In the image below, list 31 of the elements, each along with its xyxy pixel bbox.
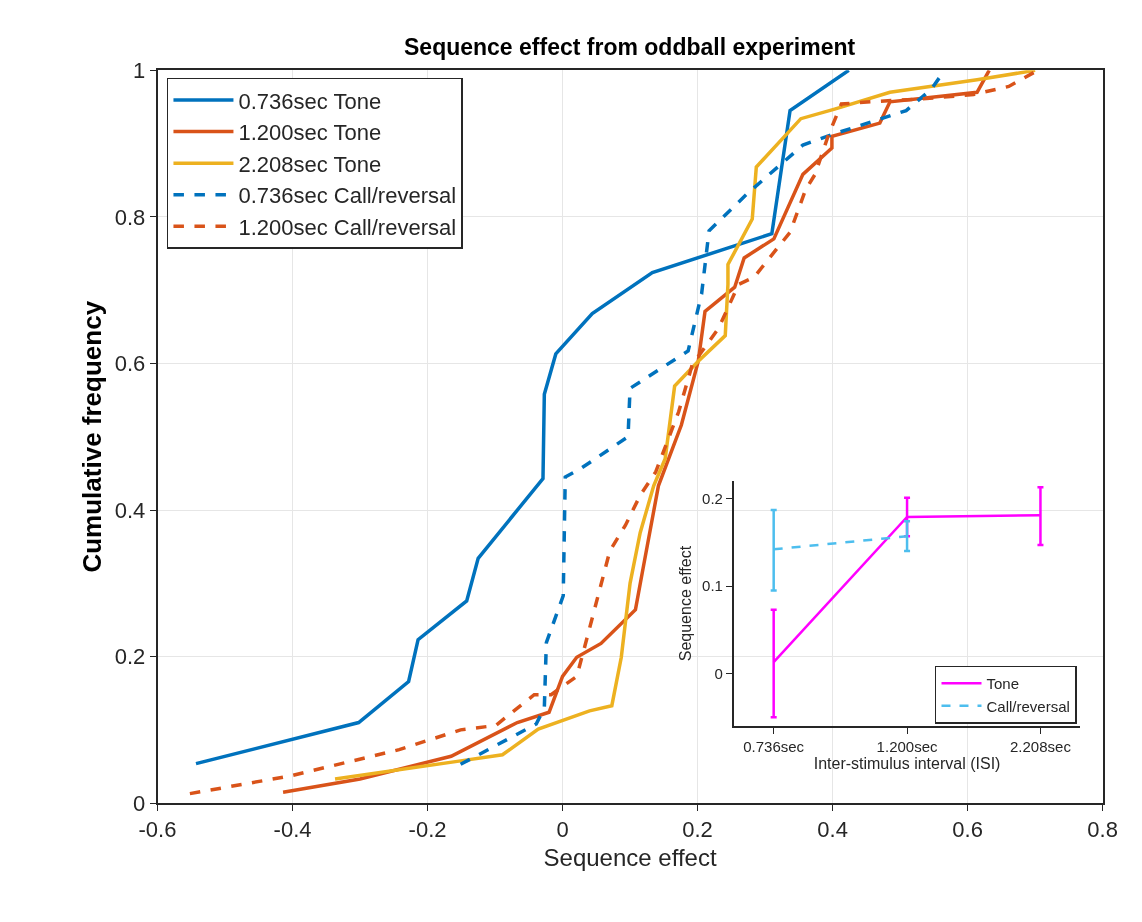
y-tick-label: 0.1 bbox=[702, 577, 723, 595]
x-tick-label: 0.6 bbox=[952, 817, 983, 843]
y-tick-label: 1 bbox=[133, 58, 146, 83]
y-tick-label: 0.2 bbox=[114, 644, 146, 670]
x-axis-title: Inter-stimulus interval (ISI) bbox=[813, 754, 1001, 772]
chart-title: Sequence effect from oddball experiment bbox=[404, 34, 856, 60]
legend-label: 0.736sec Call/reversal bbox=[238, 183, 457, 209]
x-tick-label: -0.2 bbox=[408, 817, 447, 843]
legend-label: 1.200sec Tone bbox=[238, 120, 382, 146]
x-tick-label: 0.8 bbox=[1087, 817, 1118, 843]
x-tick-label: 2.208sec bbox=[1010, 737, 1072, 755]
x-axis-title: Sequence effect bbox=[543, 844, 717, 872]
x-tick-label: 0.736sec bbox=[743, 737, 805, 755]
legend-label: 1.200sec Call/reversal bbox=[238, 214, 457, 240]
legend-label: Tone bbox=[986, 675, 1020, 693]
y-axis-title: Cumulative frequency bbox=[76, 300, 107, 573]
y-tick-label: 0.8 bbox=[114, 204, 146, 230]
y-axis-title: Sequence effect bbox=[677, 545, 695, 662]
y-tick-label: 0.4 bbox=[114, 497, 146, 523]
legend-label: 2.208sec Tone bbox=[238, 151, 382, 177]
x-tick-label: 1.200sec bbox=[876, 737, 938, 755]
y-tick-label: 0.6 bbox=[114, 351, 146, 377]
x-tick-label: -0.6 bbox=[138, 817, 177, 843]
x-tick-label: 0.4 bbox=[817, 817, 848, 843]
legend-label: Call/reversal bbox=[986, 697, 1070, 715]
legend-label: 0.736sec Tone bbox=[238, 88, 382, 114]
y-tick-label: 0.2 bbox=[702, 489, 723, 507]
y-tick-label: 0 bbox=[714, 664, 723, 682]
y-tick-label: 0 bbox=[133, 790, 146, 816]
x-tick-label: -0.4 bbox=[273, 817, 312, 843]
x-tick-label: 0 bbox=[556, 817, 569, 843]
